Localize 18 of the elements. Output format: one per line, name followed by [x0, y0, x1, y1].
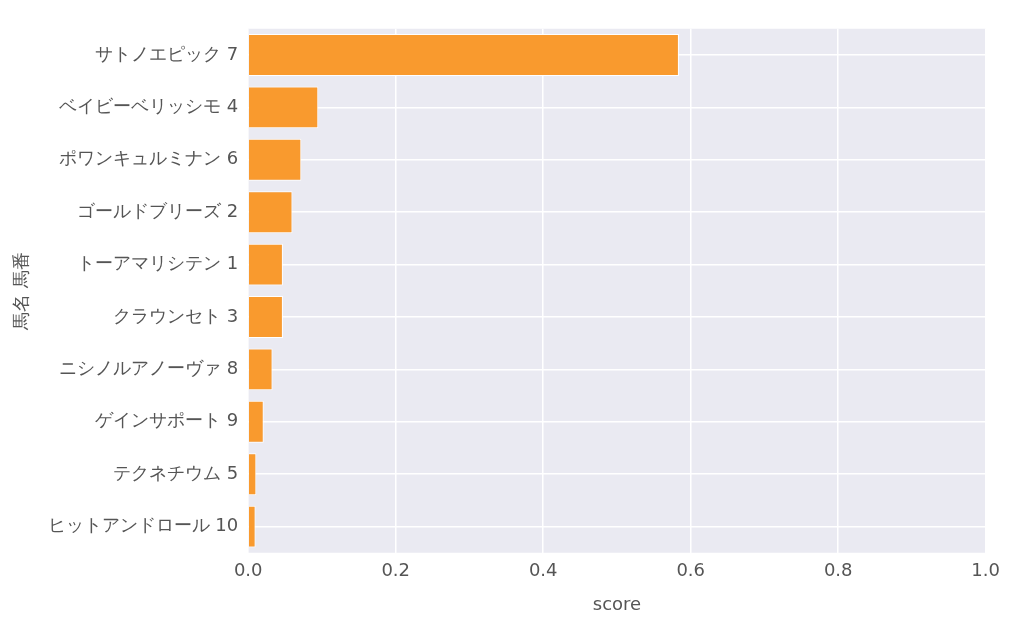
y-tick-label: ゲインサポート 9 [95, 409, 239, 431]
x-tick-label: 0.4 [528, 559, 558, 581]
y-tick-label: サトノエピック 7 [95, 42, 239, 64]
y-tick-label: ポワンキュルミナン 6 [59, 147, 239, 169]
x-axis-title: score [592, 592, 642, 614]
x-tick-label: 0.8 [823, 559, 853, 581]
y-tick-label: トーアマリシテン 1 [77, 252, 239, 274]
x-tick-label: 0.6 [676, 559, 706, 581]
y-tick-label: ゴールドブリーズ 2 [77, 199, 239, 221]
x-tick-label: 0.0 [233, 559, 263, 581]
y-tick-label: ニシノルアノーヴァ 8 [59, 357, 239, 379]
y-tick-label: テクネチウム 5 [113, 461, 239, 483]
y-axis-title: 馬名 馬番 [10, 251, 32, 331]
y-tick-label: クラウンセト 3 [113, 304, 239, 326]
x-tick-label: 0.2 [381, 559, 411, 581]
x-tick-label: 1.0 [971, 559, 1001, 581]
y-tick-label: ベイビーベリッシモ 4 [59, 95, 239, 117]
y-tick-label: ヒットアンドロール 10 [47, 514, 239, 536]
